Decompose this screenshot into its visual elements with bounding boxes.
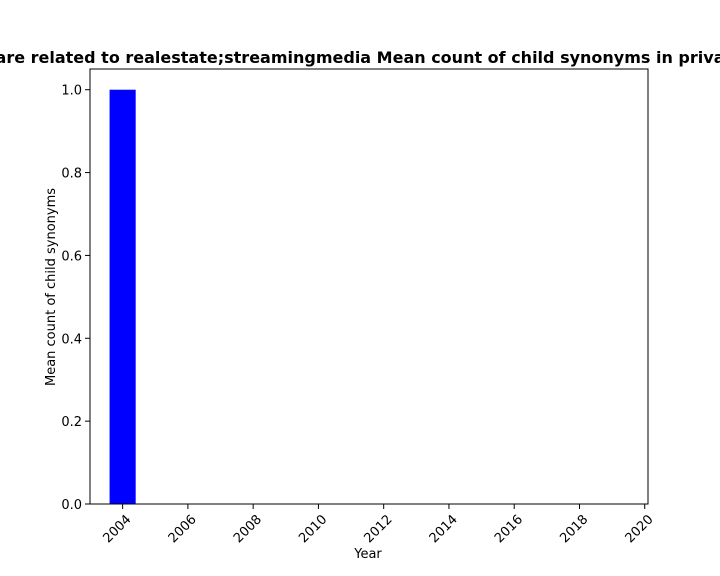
x-tick-label: 2016 bbox=[492, 512, 526, 546]
y-tick-label: 0.6 bbox=[61, 249, 82, 264]
x-tick-label: 2012 bbox=[362, 512, 396, 546]
bars bbox=[109, 89, 136, 504]
chart-title: are related to realestate;streamingmedia… bbox=[0, 48, 720, 67]
y-tick-label: 0.4 bbox=[61, 332, 82, 347]
y-tick-label: 0.2 bbox=[61, 415, 82, 430]
x-tick-label: 2014 bbox=[427, 512, 461, 546]
plot-frame bbox=[89, 68, 649, 505]
x-ticks: 2004 2006 2008 2010 2012 2014 2016 2018 2020 bbox=[100, 504, 657, 546]
bar-2004 bbox=[109, 89, 136, 504]
x-tick-label: 2018 bbox=[557, 512, 591, 546]
x-tick-label: 2010 bbox=[296, 512, 330, 546]
plot-area bbox=[90, 69, 648, 504]
y-tick-label: 0.0 bbox=[61, 498, 82, 513]
x-tick-label: 2006 bbox=[166, 512, 200, 546]
x-axis-label: Year bbox=[353, 547, 382, 562]
y-tick-label: 0.8 bbox=[61, 167, 82, 182]
x-tick-label: 2004 bbox=[100, 512, 134, 546]
y-axis-label: Mean count of child synonyms bbox=[44, 188, 59, 386]
y-tick-label: 1.0 bbox=[61, 84, 82, 99]
x-tick-label: 2008 bbox=[231, 512, 265, 546]
x-tick-label: 2020 bbox=[623, 512, 657, 546]
y-ticks: 0.0 0.2 0.4 0.6 0.8 1.0 bbox=[61, 84, 90, 513]
